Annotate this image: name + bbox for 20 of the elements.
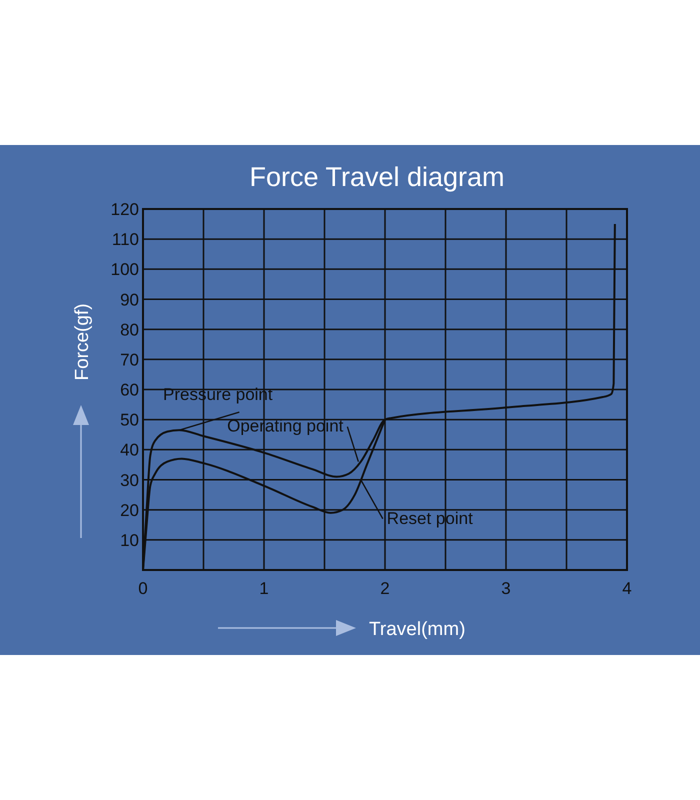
x-tick-label: 2 bbox=[380, 579, 390, 598]
y-tick-label: 120 bbox=[110, 200, 139, 219]
y-tick-label: 90 bbox=[120, 290, 139, 310]
x-tick-label: 3 bbox=[501, 579, 511, 598]
chart-title: Force Travel diagram bbox=[249, 162, 505, 192]
y-tick-label: 40 bbox=[120, 440, 139, 460]
y-tick-label: 110 bbox=[112, 230, 139, 250]
x-tick-label: 0 bbox=[138, 579, 148, 598]
y-tick-label: 20 bbox=[120, 500, 139, 520]
y-tick-label: 50 bbox=[120, 410, 139, 430]
y-tick-label: 60 bbox=[120, 380, 139, 400]
y-tick-label: 70 bbox=[120, 350, 139, 370]
y-tick-label: 30 bbox=[120, 470, 139, 490]
x-tick-label: 1 bbox=[259, 579, 269, 598]
y-tick-label: 100 bbox=[110, 260, 139, 280]
y-tick-label: 10 bbox=[120, 530, 139, 550]
x-axis-title: Travel(mm) bbox=[369, 619, 466, 640]
y-tick-label: 80 bbox=[120, 320, 139, 340]
x-tick-label: 4 bbox=[622, 579, 632, 598]
y-axis-title: Force(gf) bbox=[72, 303, 93, 381]
